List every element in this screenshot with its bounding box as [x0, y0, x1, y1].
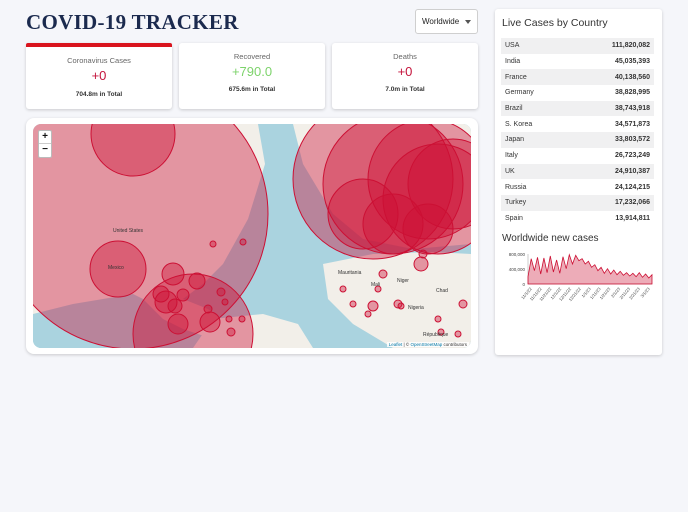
osm-link[interactable]: OpenStreetMap [410, 342, 443, 347]
table-row[interactable]: India 45,035,393 [501, 54, 654, 70]
country-name: France [505, 73, 527, 81]
live-cases-title: Live Cases by Country [502, 17, 608, 29]
map-attribution: Leaflet | © OpenStreetMap contributors [386, 342, 469, 347]
card-new-count: +0 [91, 68, 107, 83]
country-select[interactable]: Worldwide [415, 9, 478, 34]
country-name: India [505, 58, 521, 66]
country-name: Turkey [505, 199, 527, 207]
table-row[interactable]: Japan 33,803,572 [501, 132, 654, 148]
country-cases: 13,914,811 [615, 214, 650, 222]
live-cases-table[interactable]: USA 111,820,082 India 45,035,393 France 40,13… [501, 38, 654, 226]
card-total: 704.8m in Total [75, 91, 123, 98]
map-circles [33, 124, 471, 348]
table-row[interactable]: Spain 13,914,811 [501, 211, 654, 226]
table-row[interactable]: Italy 26,723,249 [501, 148, 654, 164]
table-row[interactable]: Germany 38,828,995 [501, 85, 654, 101]
app-title: COVID-19 TRACKER [26, 10, 239, 34]
card-new-count: +790.0 [231, 64, 273, 79]
chart-title: Worldwide new cases [502, 233, 599, 244]
card-recovered[interactable]: Recovered +790.0 675.6m in Total [179, 43, 325, 109]
zoom-in-button[interactable]: + [39, 131, 51, 144]
card-label: Recovered [233, 52, 271, 61]
country-cases: 38,828,995 [614, 89, 650, 97]
label-us: United States [113, 228, 144, 234]
country-name: Russia [505, 183, 527, 191]
country-name: Spain [505, 214, 523, 222]
country-cases: 40,138,560 [614, 73, 650, 81]
label-mexico: Mexico [108, 265, 124, 271]
x-tick-label: 3/1/23 [639, 286, 651, 299]
country-cases: 34,571,873 [614, 120, 650, 128]
card-new-count: +0 [397, 64, 413, 79]
x-tick-label: 2/1/23 [610, 286, 622, 299]
country-name: Japan [505, 136, 525, 144]
card-deaths[interactable]: Deaths +0 7.0m in Total [332, 43, 478, 109]
card-cases[interactable]: Coronavirus Cases +0 704.8m in Total [26, 43, 172, 109]
table-row[interactable]: Brazil 38,743,918 [501, 100, 654, 117]
country-name: Brazil [505, 105, 523, 113]
country-cases: 33,803,572 [614, 136, 650, 144]
active-card-indicator [26, 43, 172, 47]
country-name: USA [505, 42, 520, 50]
country-cases: 24,124,215 [614, 183, 650, 191]
country-cases: 38,743,918 [614, 105, 650, 113]
country-cases: 24,910,387 [614, 167, 650, 175]
table-row[interactable]: USA 111,820,082 [501, 38, 654, 54]
attribution-sep: | © [402, 342, 411, 347]
label-nigeria: Nigeria [408, 305, 424, 311]
card-label: Deaths [393, 52, 417, 61]
x-tick-label: 1/21/23 [599, 286, 612, 300]
card-label: Coronavirus Cases [67, 56, 131, 65]
zoom-control: + − [38, 130, 52, 158]
country-name: UK [505, 167, 515, 175]
leaflet-link[interactable]: Leaflet [388, 342, 403, 347]
country-name: Italy [505, 152, 518, 160]
table-row[interactable]: UK 24,910,387 [501, 163, 654, 180]
chevron-down-icon [465, 20, 471, 24]
map-canvas[interactable]: United States Mexico Mauritania Mali Nig… [33, 124, 471, 348]
country-cases: 17,232,066 [614, 199, 650, 207]
table-row[interactable]: Russia 24,124,215 [501, 179, 654, 195]
right-panel: Live Cases by Country USA 111,820,082 Indi… [495, 9, 662, 355]
country-name: Germany [505, 89, 534, 97]
label-niger: Niger [397, 278, 409, 284]
country-cases: 26,723,249 [614, 152, 650, 160]
country-cases: 45,035,393 [614, 58, 650, 66]
series-line [527, 253, 653, 285]
label-republique: République [423, 332, 449, 338]
y-tick-label: 800,000 [509, 252, 526, 257]
table-row[interactable]: France 40,138,560 [501, 69, 654, 86]
x-tick-label: 2/21/23 [628, 286, 641, 300]
zoom-out-button[interactable]: − [42, 144, 48, 155]
world-map[interactable]: United States Mexico Mauritania Mali Nig… [33, 124, 471, 348]
y-tick-label: 400,000 [509, 267, 526, 272]
new-cases-chart: 800,000400,000011/1/2211/11/2211/21/2212… [509, 252, 653, 302]
card-total: 675.6m in Total [228, 86, 276, 93]
label-chad: Chad [436, 288, 448, 294]
table-row[interactable]: S. Korea 34,571,873 [501, 116, 654, 132]
table-row[interactable]: Turkey 17,232,066 [501, 194, 654, 211]
country-name: S. Korea [505, 120, 533, 128]
card-total: 7.0m in Total [385, 86, 425, 93]
country-cases: 111,820,082 [611, 42, 650, 50]
x-tick-label: 1/1/23 [580, 286, 592, 299]
label-mauritania: Mauritania [338, 270, 362, 276]
attribution-tail: contributors [442, 342, 467, 347]
label-mali: Mali [371, 282, 380, 288]
country-select-value: Worldwide [422, 17, 460, 26]
y-tick-label: 0 [522, 282, 525, 287]
map-card: United States Mexico Mauritania Mali Nig… [26, 118, 478, 354]
